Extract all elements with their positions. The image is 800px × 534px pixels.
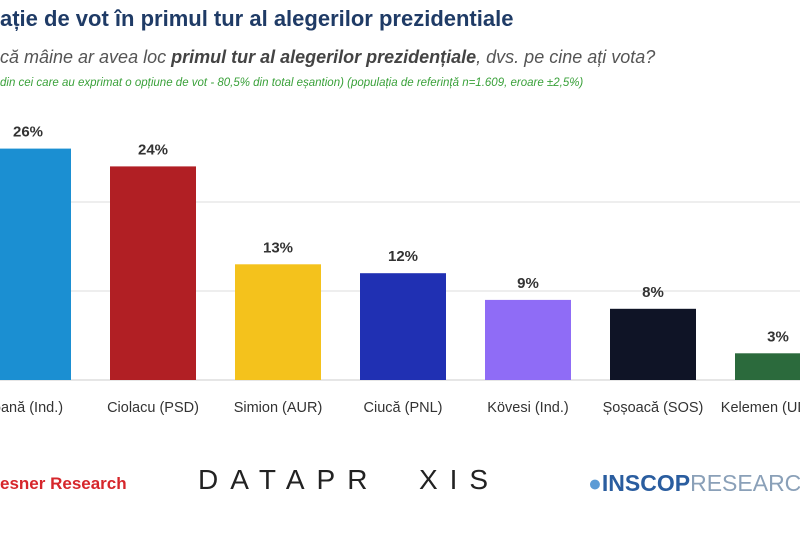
value-label: 26% [13, 124, 43, 141]
bar [235, 264, 321, 380]
subtitle-part: , dvs. pe cine ați vota? [476, 47, 656, 67]
bar [360, 273, 446, 380]
x-tick-label: Șoșoacă (SOS) [602, 400, 704, 416]
logo-part: RESEARCH [690, 470, 800, 496]
chart-title: ație de vot în primul tur al alegerilor … [0, 6, 514, 31]
value-label: 9% [517, 275, 539, 292]
x-tick-label: oană (Ind.) [0, 400, 64, 416]
x-tick-label: Ciolacu (PSD) [107, 400, 199, 416]
x-tick-label: Kövesi (Ind.) [487, 400, 569, 416]
value-label: 12% [388, 248, 418, 265]
x-tick-label: Kelemen (UDMR) [720, 400, 800, 416]
logo: DATAPR XIS [198, 464, 501, 495]
bar [485, 299, 571, 380]
logo-part: INSCOP [601, 470, 691, 496]
subtitle-part: primul tur al alegerilor prezidențiale [171, 47, 477, 67]
note: din cei care au exprimat o opțiune de vo… [0, 77, 584, 89]
bar [735, 353, 800, 380]
logo: ●INSCOPRESEARCH [588, 470, 800, 497]
value-label: 13% [263, 239, 293, 256]
bar [110, 166, 196, 380]
value-label: 8% [642, 284, 664, 301]
x-tick-label: Ciucă (PNL) [363, 400, 443, 416]
subtitle: că mâine ar avea loc primul tur al alege… [0, 47, 655, 68]
subtitle-part: că mâine ar avea loc [0, 47, 172, 67]
value-label: 3% [767, 328, 789, 345]
logo: esner Research [0, 474, 127, 493]
value-label: 24% [138, 141, 168, 158]
bar [0, 148, 71, 380]
bar [610, 308, 696, 380]
x-tick-label: Simion (AUR) [233, 400, 323, 416]
